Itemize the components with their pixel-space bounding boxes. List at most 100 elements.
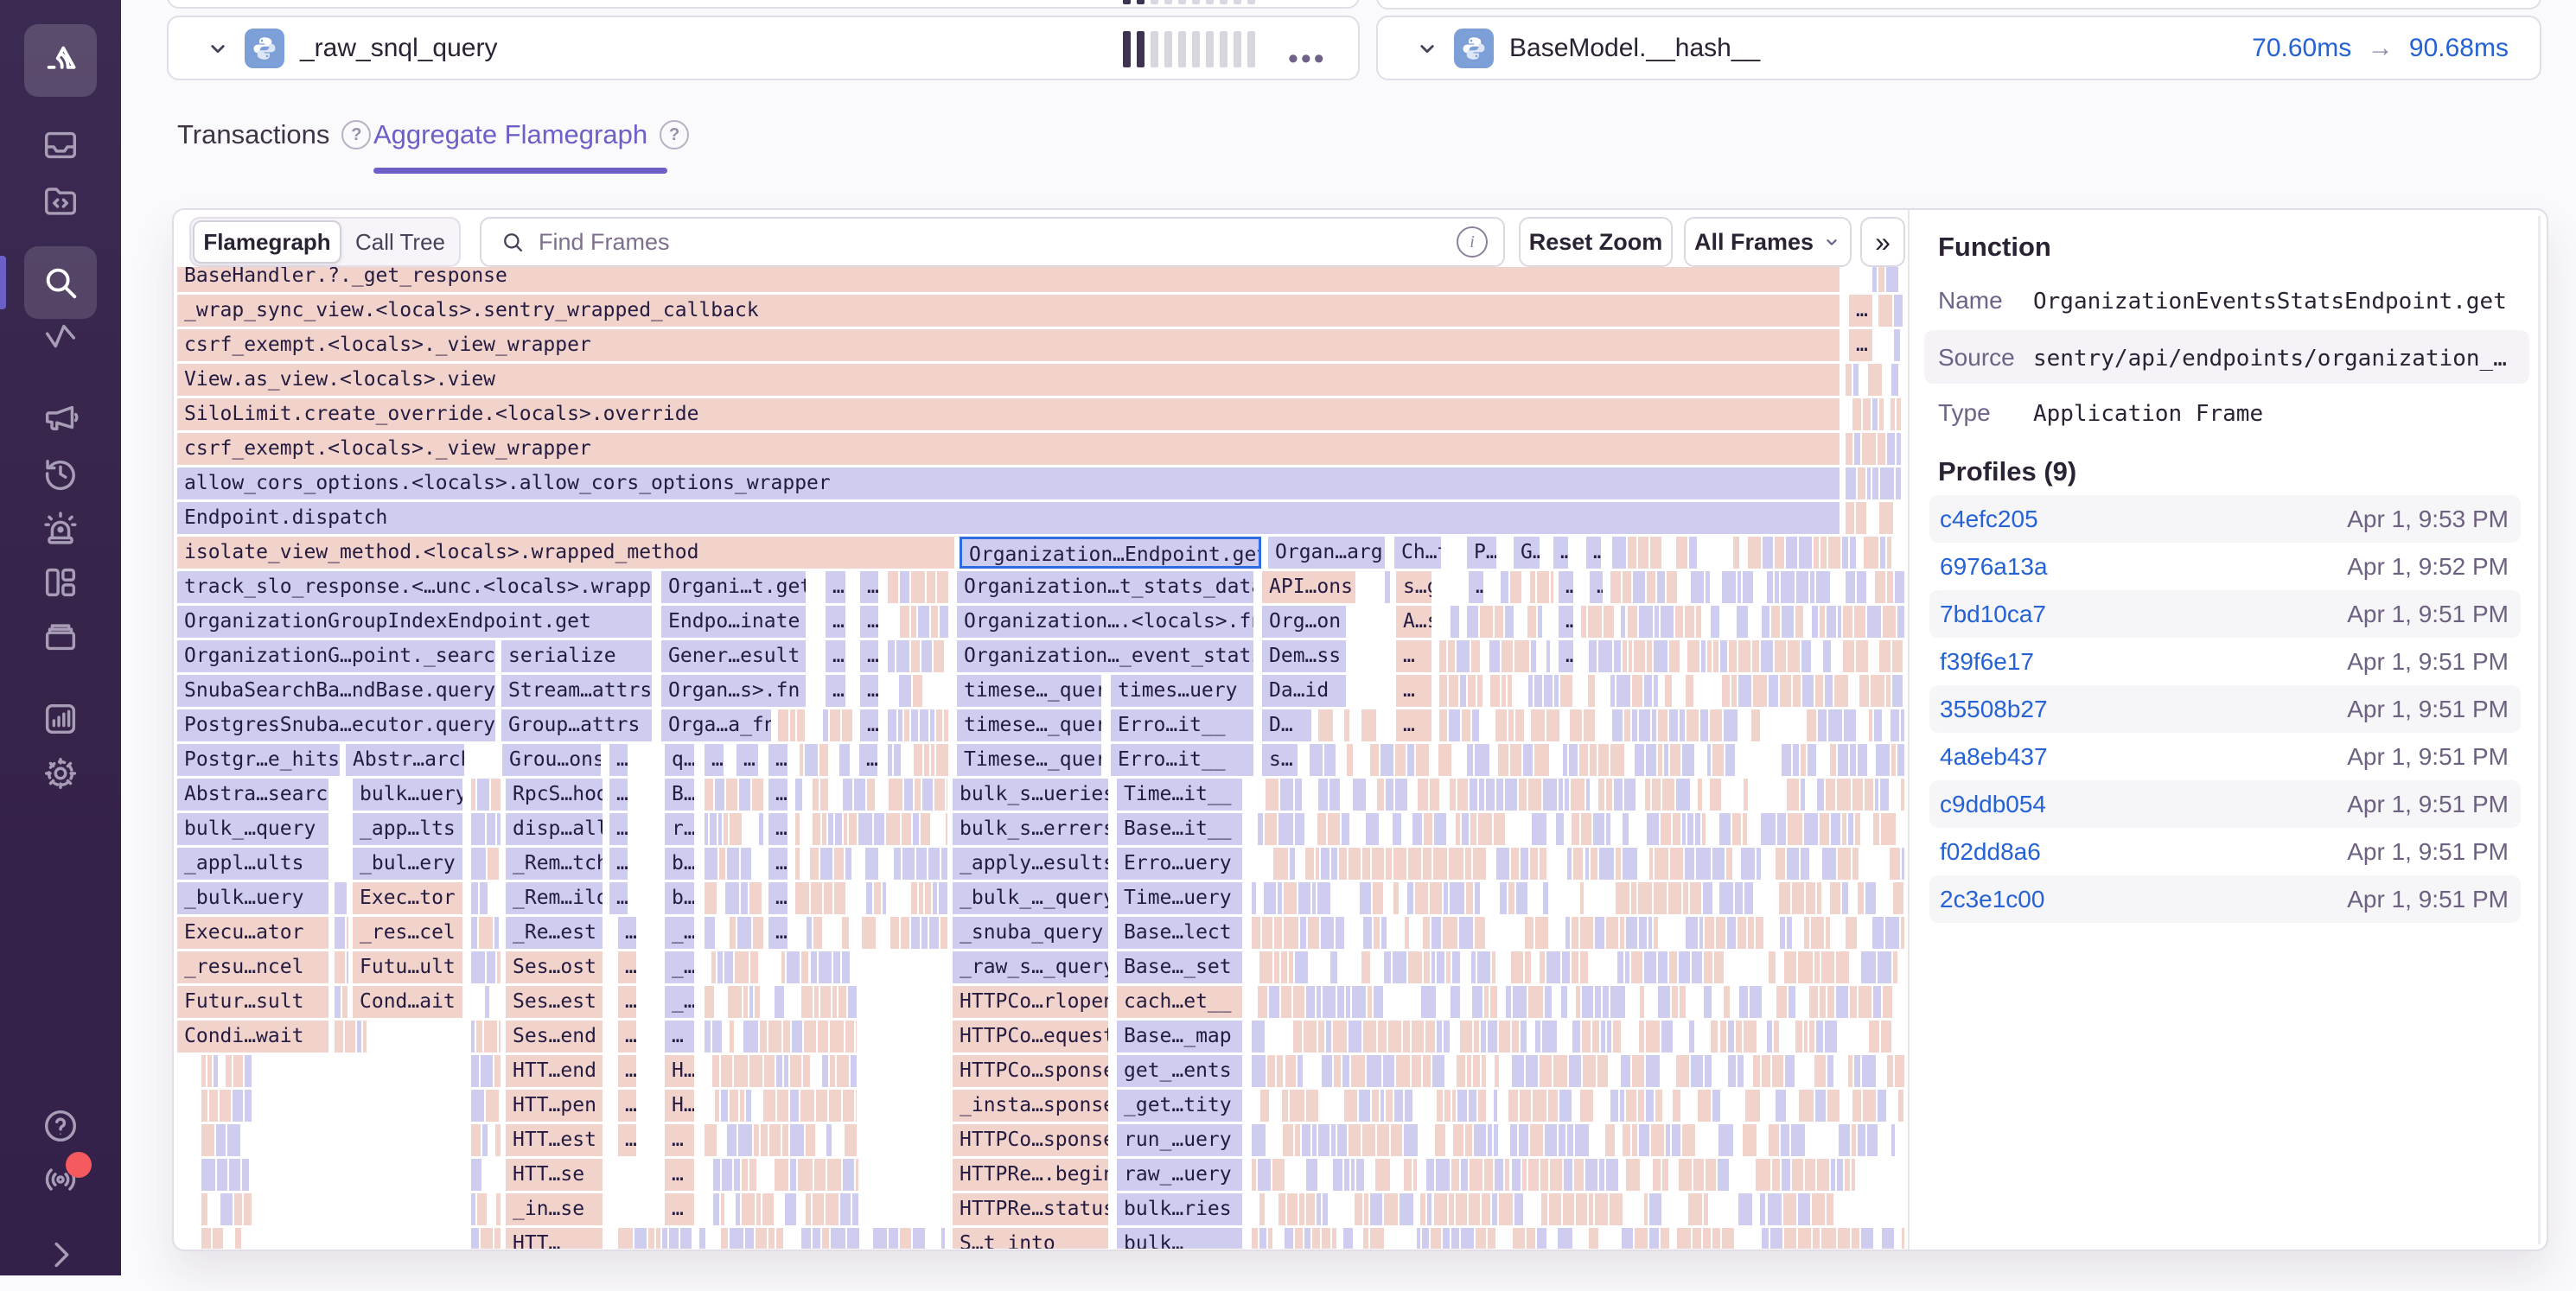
frame-card-basemodel-hash[interactable]: BaseModel.__hash__ 70.60ms → 90.68ms xyxy=(1376,16,2541,80)
flame-frame[interactable]: _app…lts xyxy=(353,813,462,845)
flame-frame[interactable]: Organization…_event_stats xyxy=(957,640,1253,672)
flame-frame[interactable]: get_…ents xyxy=(1117,1055,1242,1087)
flame-frame[interactable]: B… xyxy=(665,779,694,811)
flame-frame[interactable]: PostgresSnuba…ecutor.query xyxy=(177,709,495,741)
flame-frame[interactable]: Timese…_query xyxy=(957,744,1101,776)
flame-frame[interactable]: Erro…uery xyxy=(1117,848,1242,880)
flame-frame[interactable]: timese…_query xyxy=(957,675,1101,707)
flame-frame[interactable]: bulk…uery xyxy=(353,779,462,811)
flame-frame[interactable]: times…uery xyxy=(1111,675,1253,707)
flame-frame[interactable]: Abstra…search xyxy=(177,779,328,811)
flame-frame[interactable]: b… xyxy=(665,848,694,880)
flame-frame[interactable]: HTT…end xyxy=(506,1055,603,1087)
dashboards-icon[interactable] xyxy=(24,546,97,619)
flame-frame[interactable]: … xyxy=(1553,537,1568,569)
flame-frame[interactable]: Execu…ator xyxy=(177,917,328,949)
flame-frame[interactable]: H… xyxy=(665,1090,694,1122)
profile-id-link[interactable]: 4a8eb437 xyxy=(1940,742,2048,770)
flame-frame[interactable]: bulk_s…ueries xyxy=(953,779,1108,811)
flame-frame[interactable]: s… xyxy=(1262,744,1298,776)
flame-frame[interactable]: … xyxy=(1849,295,1872,327)
flame-frame[interactable]: csrf_exempt.<locals>._view_wrapper xyxy=(177,433,1840,465)
flame-frame[interactable]: BaseHandler.?._get_response xyxy=(177,267,1840,292)
flamegraph-view-button[interactable]: Flamegraph xyxy=(193,220,341,264)
flame-frame[interactable]: G… xyxy=(1514,537,1540,569)
info-circle-icon[interactable]: i xyxy=(1457,226,1488,258)
flame-frame[interactable]: _insta…sponse xyxy=(953,1090,1108,1122)
flame-frame[interactable]: H… xyxy=(665,1055,694,1087)
flame-frame[interactable]: Base…it__ xyxy=(1117,813,1242,845)
flame-frame[interactable]: P… xyxy=(1467,537,1496,569)
flame-frame[interactable]: A…s xyxy=(1396,606,1431,638)
details-scrollbar[interactable] xyxy=(2538,216,2541,1244)
flame-frame[interactable]: HTT…est xyxy=(506,1124,603,1156)
flame-frame[interactable]: Orga…a_fn xyxy=(661,709,771,741)
flame-frame[interactable]: … xyxy=(860,675,878,707)
flame-frame[interactable]: … xyxy=(768,779,787,811)
flame-frame[interactable]: Da…id xyxy=(1262,675,1346,707)
flame-frame[interactable]: Time…uery xyxy=(1117,882,1242,914)
profile-id-link[interactable]: 2c3e1c00 xyxy=(1940,885,2045,913)
flame-frame[interactable]: _Re…est xyxy=(506,917,603,949)
flame-frame[interactable]: … xyxy=(1396,709,1431,741)
flame-frame[interactable]: HTTPRe…status xyxy=(953,1193,1108,1225)
flame-frame[interactable]: … xyxy=(826,675,845,707)
flame-frame[interactable]: _appl…ults xyxy=(177,848,328,880)
whats-new-broadcast-icon[interactable] xyxy=(24,1143,97,1216)
flame-frame[interactable]: … xyxy=(665,1159,694,1191)
collapse-panel-button[interactable]: » xyxy=(1860,217,1905,267)
flame-frame[interactable]: Endpo…inate xyxy=(661,606,806,638)
flame-frame[interactable]: bulk… xyxy=(1117,1228,1242,1249)
collapse-chevron-icon[interactable] xyxy=(24,1218,97,1291)
flame-frame[interactable]: _bulk_…_query xyxy=(953,882,1108,914)
flame-frame[interactable]: … xyxy=(860,571,878,603)
flame-frame[interactable]: b… xyxy=(665,882,694,914)
flame-frame[interactable]: … xyxy=(705,744,724,776)
flame-frame[interactable]: … xyxy=(665,1124,694,1156)
help-icon[interactable] xyxy=(24,1090,97,1162)
flame-frame[interactable]: _… xyxy=(665,986,694,1018)
flame-frame[interactable]: Futu…ult xyxy=(353,951,462,983)
flame-frame[interactable]: … xyxy=(736,744,758,776)
flame-frame[interactable]: Organi…t.get xyxy=(661,571,806,603)
flame-frame[interactable]: raw_…uery xyxy=(1117,1159,1242,1191)
flame-frame[interactable]: HTTPCo…rlopen xyxy=(953,986,1108,1018)
flame-frame[interactable]: … xyxy=(826,606,845,638)
flame-frame[interactable]: … xyxy=(609,744,628,776)
flame-frame[interactable]: … xyxy=(618,1021,636,1053)
flame-frame[interactable]: … xyxy=(768,744,787,776)
flame-frame[interactable]: Ses…est xyxy=(506,986,603,1018)
flame-frame[interactable]: _Rem…ilo xyxy=(506,882,603,914)
explore-search-icon[interactable] xyxy=(24,246,97,319)
alerts-siren-icon[interactable] xyxy=(24,492,97,564)
profile-id-link[interactable]: c4efc205 xyxy=(1940,505,2038,532)
flame-frame[interactable]: … xyxy=(618,917,636,949)
flame-frame[interactable]: bulk_…query xyxy=(177,813,328,845)
flame-frame[interactable]: API…ons xyxy=(1262,571,1355,603)
flame-frame[interactable]: Organ…s>.fn xyxy=(661,675,806,707)
replays-clock-icon[interactable] xyxy=(24,437,97,510)
flame-frame[interactable]: … xyxy=(768,882,787,914)
flame-frame[interactable]: HTTPCo…equest xyxy=(953,1021,1108,1053)
issues-icon[interactable] xyxy=(24,109,97,181)
tab-aggregate-flamegraph[interactable]: Aggregate Flamegraph ? xyxy=(373,119,690,150)
search-input[interactable] xyxy=(537,227,1457,257)
flame-frame[interactable]: Base…_set xyxy=(1117,951,1242,983)
releases-archive-icon[interactable] xyxy=(24,601,97,673)
flame-frame[interactable]: Base…_map xyxy=(1117,1021,1242,1053)
help-circle-icon[interactable]: ? xyxy=(660,120,690,149)
stats-icon[interactable] xyxy=(24,683,97,755)
profile-id-link[interactable]: 6976a13a xyxy=(1940,552,2048,580)
flame-frame[interactable]: bulk_s…errers xyxy=(953,813,1108,845)
flame-frame[interactable]: … xyxy=(1469,571,1483,603)
flame-frame[interactable]: Time…it__ xyxy=(1117,779,1242,811)
flame-frame[interactable]: serialize xyxy=(501,640,652,672)
flame-frame[interactable]: isolate_view_method.<locals>.wrapped_met… xyxy=(177,537,954,569)
flame-frame[interactable]: S…t_into xyxy=(953,1228,1108,1249)
flame-frame[interactable]: run_…uery xyxy=(1117,1124,1242,1156)
profile-id-link[interactable]: f02dd8a6 xyxy=(1940,837,2041,865)
flame-frame[interactable]: Ses…end xyxy=(506,1021,603,1053)
flame-frame[interactable]: … xyxy=(609,813,628,845)
flame-frame[interactable]: s…g xyxy=(1396,571,1431,603)
flame-frame[interactable]: … xyxy=(1590,571,1603,603)
